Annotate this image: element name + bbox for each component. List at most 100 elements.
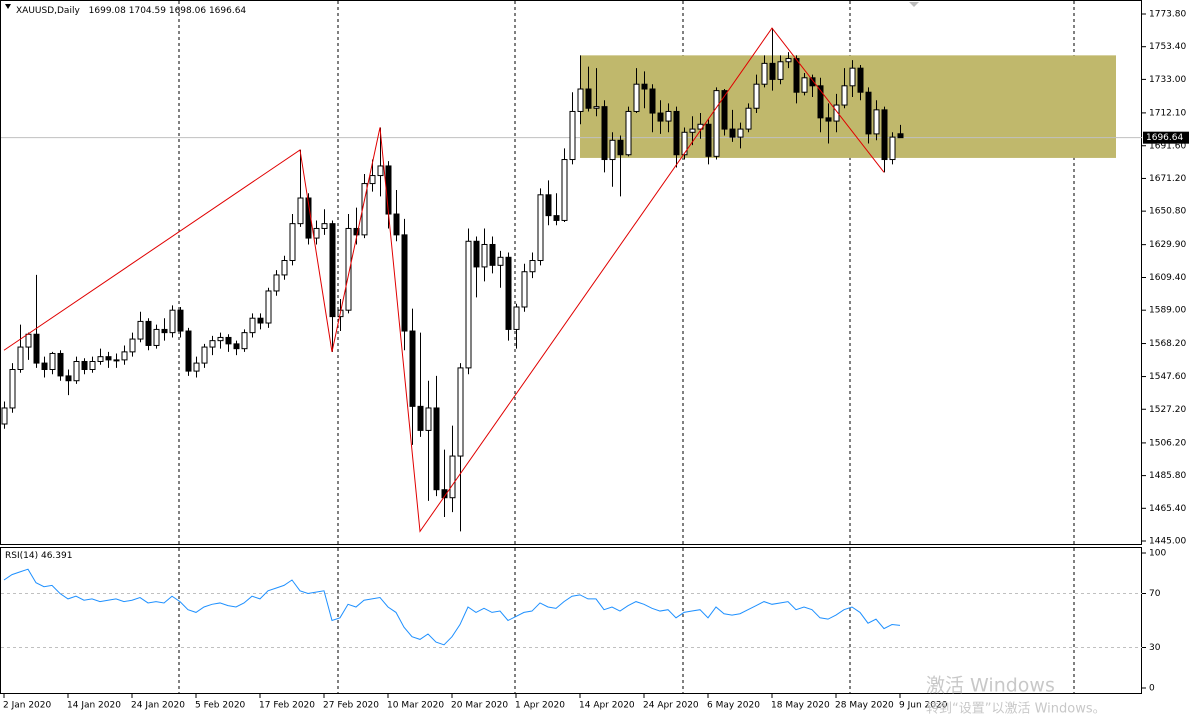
candle-body	[401, 234, 408, 332]
candle-body	[241, 332, 248, 350]
x-tick-label: 17 Feb 2020	[259, 701, 315, 711]
menu-icon	[5, 4, 11, 9]
candle-body	[737, 128, 744, 138]
y-tick-label: 1650.80	[1149, 207, 1186, 217]
watermark-text: 转到“设置”以激活 Windows。	[926, 702, 1106, 717]
x-tick-label: 6 May 2020	[707, 701, 760, 711]
main-frame	[0, 0, 1142, 545]
candle-body	[689, 128, 696, 133]
y-tick-label: 1445.00	[1149, 537, 1186, 547]
candle-body	[513, 306, 520, 330]
zigzag	[3, 27, 885, 533]
candle-body	[329, 223, 336, 318]
candle-body	[65, 375, 72, 382]
rsi-line	[3, 568, 901, 646]
rsi-label: RSI(14) 46.391	[5, 551, 72, 561]
candle-body	[473, 240, 480, 268]
y-tick-label: 1773.80	[1149, 10, 1186, 20]
rsi-tick-label: 100	[1149, 549, 1166, 559]
candle-body	[289, 223, 296, 262]
candle-body	[665, 110, 672, 122]
candle-body	[617, 139, 624, 156]
candle-body	[569, 110, 576, 161]
candle-body	[297, 197, 304, 225]
y-tick-label: 1485.80	[1149, 471, 1186, 481]
candle-body	[249, 317, 256, 334]
candle-body	[801, 77, 808, 93]
candle-body	[377, 165, 384, 177]
candle-body	[73, 360, 80, 382]
x-tick-label: 9 Jun 2020	[899, 701, 948, 711]
candle-body	[729, 128, 736, 138]
x-tick-label: 10 Mar 2020	[387, 701, 444, 711]
candle-body	[113, 359, 120, 362]
candle-body	[89, 360, 96, 371]
y-tick-label: 1527.20	[1149, 405, 1186, 415]
candle-body	[153, 328, 160, 346]
candle-body	[321, 223, 328, 229]
candle-body	[489, 243, 496, 266]
candle-body	[369, 175, 376, 185]
candle-body	[777, 61, 784, 80]
candle-body	[721, 90, 728, 130]
range-box	[580, 55, 1116, 158]
candle-body	[137, 320, 144, 340]
candle-body	[585, 88, 592, 109]
candle-body	[81, 360, 88, 371]
candle-body	[625, 110, 632, 156]
candle-body	[521, 271, 528, 308]
candle-body	[433, 407, 440, 491]
candle-body	[529, 260, 536, 273]
candle-body	[865, 91, 872, 135]
candle-body	[425, 407, 432, 431]
y-tick-label: 1733.00	[1149, 75, 1186, 85]
candle-body	[105, 356, 112, 361]
candle-body	[145, 320, 152, 346]
candle-body	[457, 367, 464, 457]
y-tick-label: 1609.40	[1149, 273, 1186, 283]
candle-body	[817, 85, 824, 119]
candle-body	[713, 90, 720, 157]
candle-body	[897, 133, 904, 139]
rsi-tick-label: 70	[1149, 589, 1161, 599]
y-tick-label: 1671.20	[1149, 174, 1186, 184]
x-tick-label: 24 Jan 2020	[131, 701, 185, 711]
candle-body	[193, 362, 200, 372]
candle-body	[1, 407, 8, 425]
y-tick-label: 1691.60	[1149, 141, 1186, 151]
candle-body	[577, 88, 584, 112]
candle-body	[49, 352, 56, 371]
candle-body	[121, 351, 128, 361]
candle-body	[57, 352, 64, 377]
x-tick-label: 14 Jan 2020	[67, 701, 121, 711]
x-tick-label: 5 Feb 2020	[195, 701, 246, 711]
candle-body	[873, 109, 880, 135]
candle-body	[177, 309, 184, 332]
candle-body	[833, 104, 840, 122]
candle-body	[481, 243, 488, 268]
candle-body	[209, 340, 216, 348]
candle-body	[41, 362, 48, 371]
x-tick-label: 2 Jan 2020	[3, 701, 51, 711]
candle-body	[681, 131, 688, 156]
candle-body	[601, 106, 608, 161]
candle-body	[233, 343, 240, 350]
candle-body	[649, 88, 656, 114]
candle-body	[225, 336, 232, 345]
candle-body	[809, 77, 816, 87]
header: XAUUSD,Daily 1699.08 1704.59 1698.06 169…	[16, 6, 246, 16]
candle-body	[449, 455, 456, 499]
candle-body	[257, 317, 264, 324]
candle-body	[705, 123, 712, 157]
y-tick-label: 1547.60	[1149, 372, 1186, 382]
candle-body	[25, 333, 32, 348]
candle-body	[385, 165, 392, 215]
y-tick-label: 1465.40	[1149, 504, 1186, 514]
candle-body	[97, 356, 104, 362]
candle-body	[33, 333, 40, 364]
candle-body	[633, 83, 640, 112]
candle-body	[561, 159, 568, 221]
x-tick-label: 14 Apr 2020	[579, 701, 635, 711]
watermark-title: 激活 Windows	[926, 675, 1055, 697]
candle-body	[345, 227, 352, 311]
